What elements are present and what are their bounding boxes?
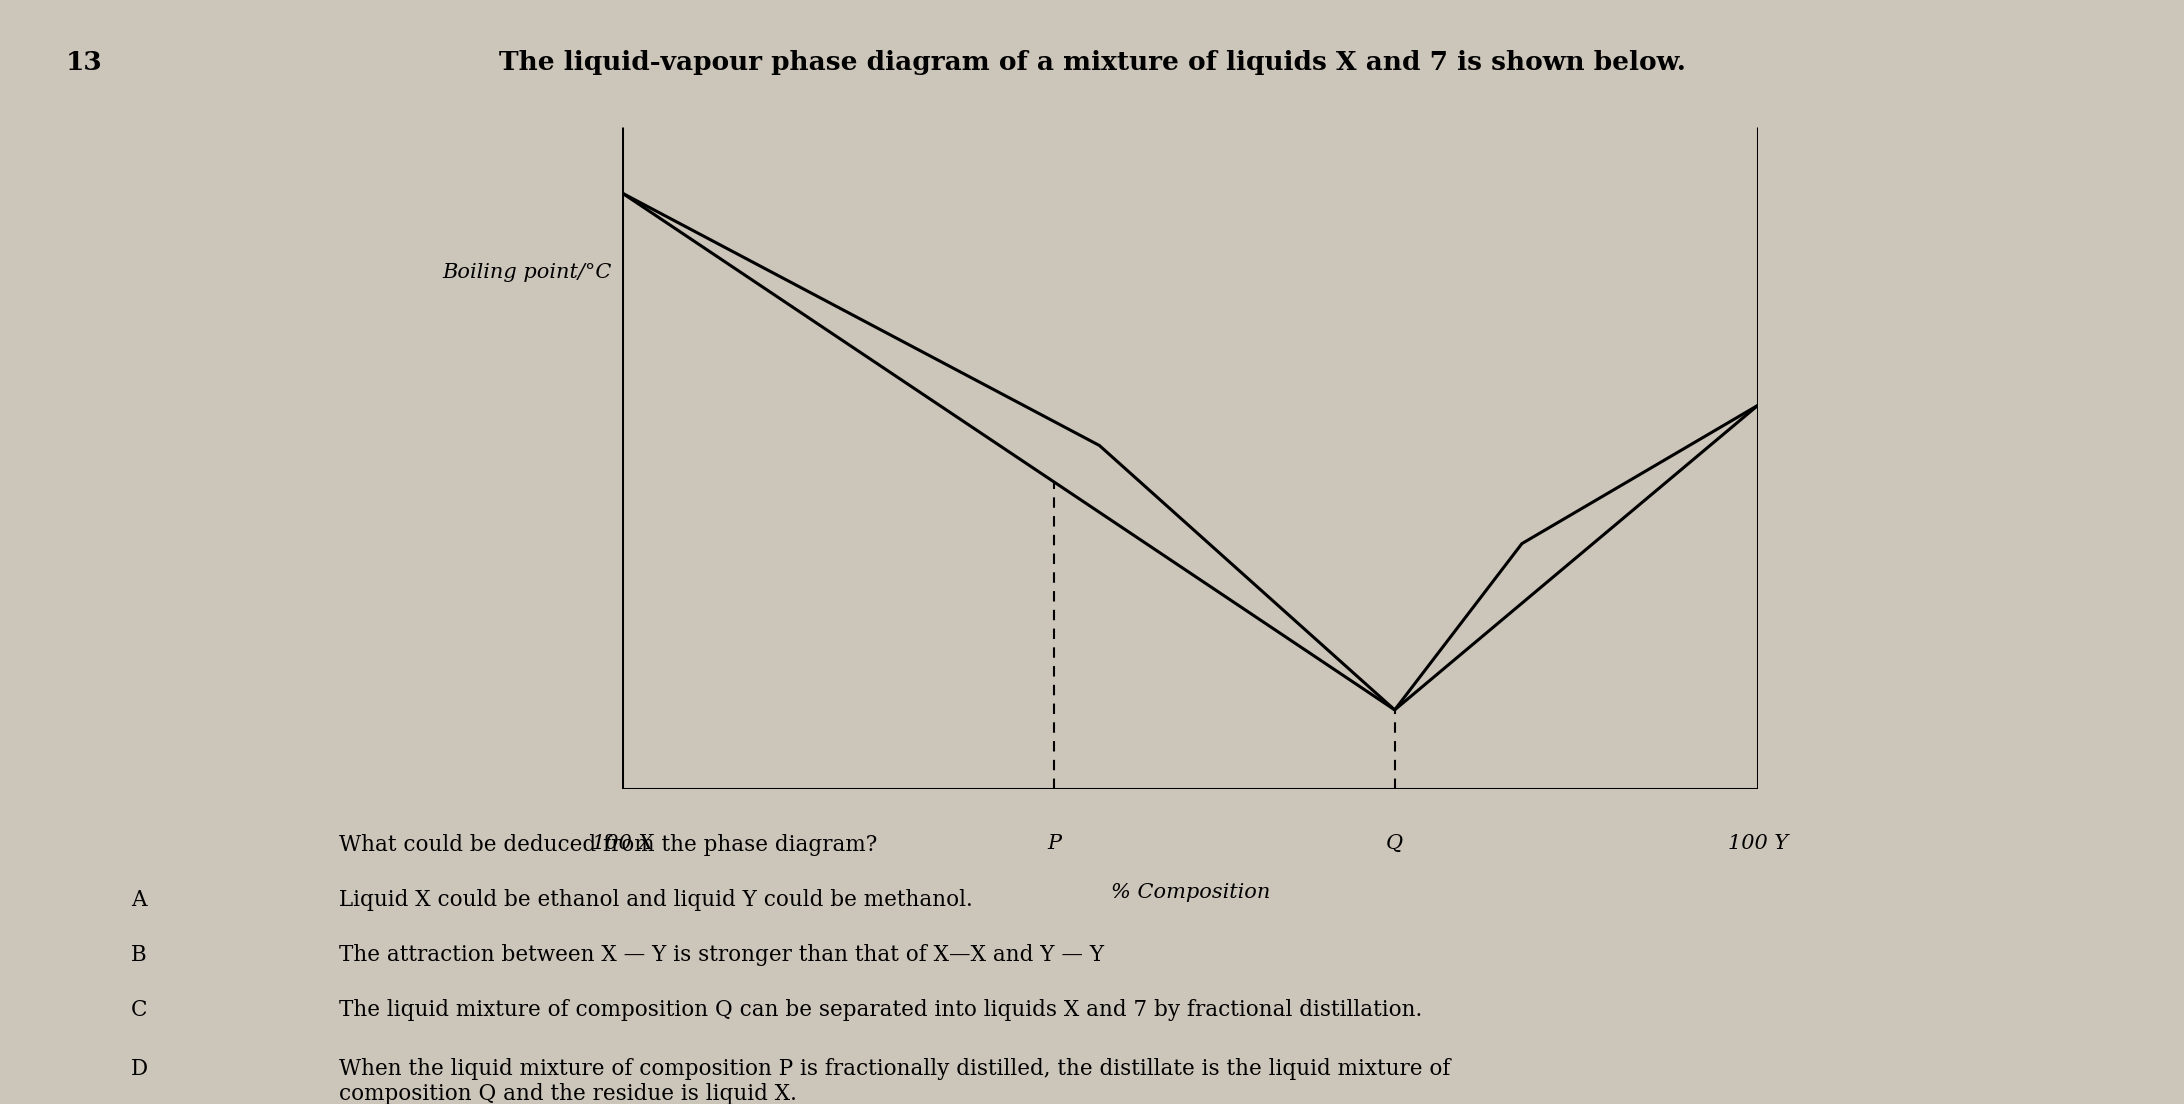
- Text: Q: Q: [1387, 834, 1404, 852]
- Text: A: A: [131, 889, 146, 911]
- Text: D: D: [131, 1058, 149, 1080]
- Text: 100 Y: 100 Y: [1728, 834, 1789, 852]
- Text: 13: 13: [66, 50, 103, 75]
- Text: C: C: [131, 999, 149, 1021]
- Text: The liquid-vapour phase diagram of a mixture of liquids X and 7 is shown below.: The liquid-vapour phase diagram of a mix…: [498, 50, 1686, 75]
- Text: B: B: [131, 944, 146, 966]
- Text: What could be deduced from the phase diagram?: What could be deduced from the phase dia…: [339, 834, 876, 856]
- Text: 100 X: 100 X: [592, 834, 653, 852]
- Text: Liquid X could be ethanol and liquid Y could be methanol.: Liquid X could be ethanol and liquid Y c…: [339, 889, 972, 911]
- Text: % Composition: % Composition: [1112, 883, 1269, 902]
- Text: The liquid mixture of composition Q can be separated into liquids X and 7 by fra: The liquid mixture of composition Q can …: [339, 999, 1422, 1021]
- Text: Boiling point/°C: Boiling point/°C: [441, 263, 612, 283]
- Text: When the liquid mixture of composition P is fractionally distilled, the distilla: When the liquid mixture of composition P…: [339, 1058, 1450, 1104]
- Text: P: P: [1046, 834, 1061, 852]
- Text: The attraction between X — Y is stronger than that of X—X and Y — Y: The attraction between X — Y is stronger…: [339, 944, 1103, 966]
